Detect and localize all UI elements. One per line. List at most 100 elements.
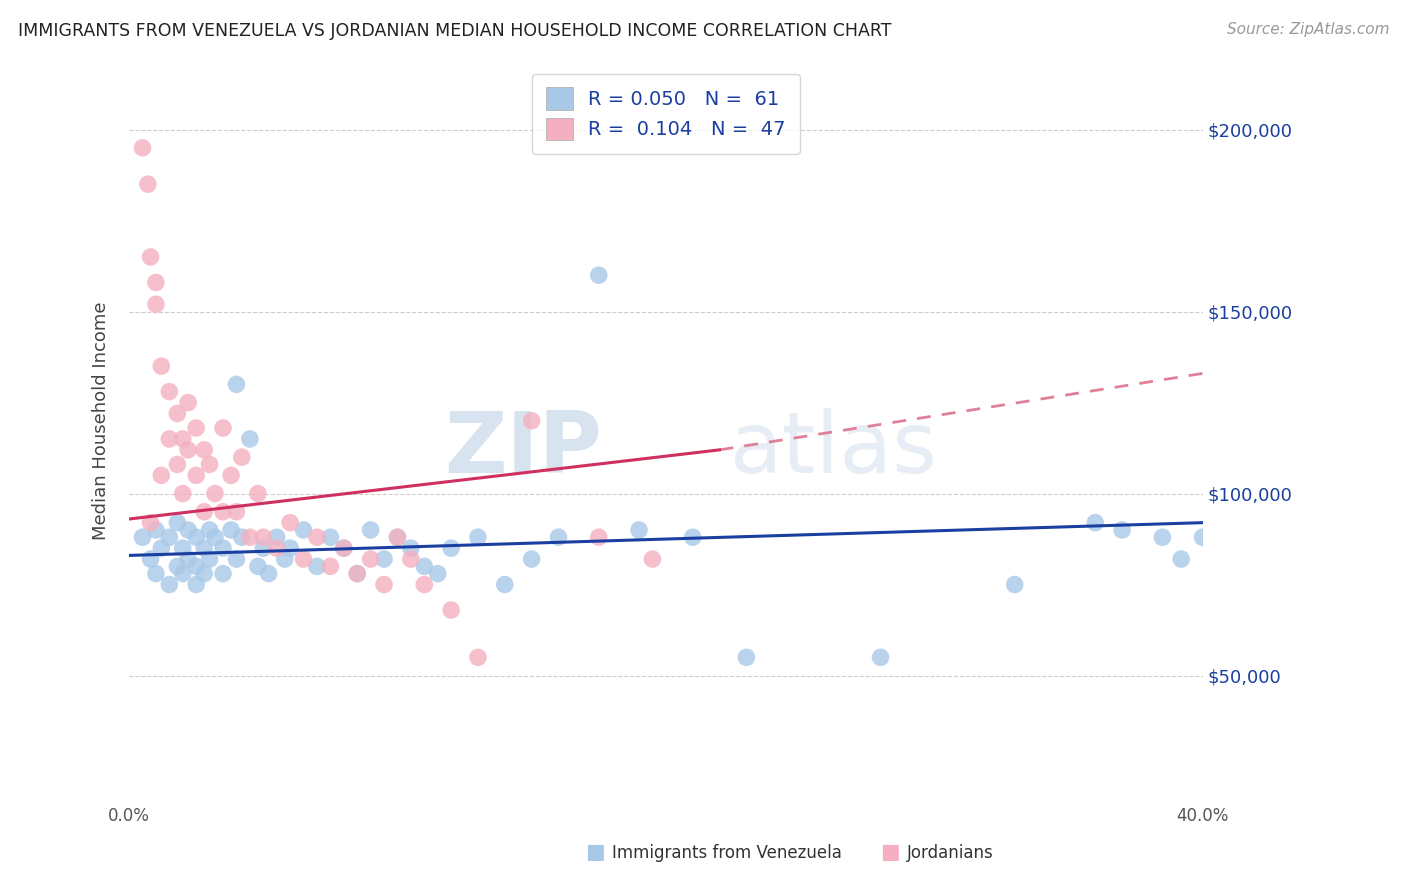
Point (239, 530, 262, 544)
Text: Immigrants from Venezuela: Immigrants from Venezuela (612, 844, 841, 862)
Point (246, 486, 269, 500)
Point (157, 577, 180, 591)
Point (225, 377, 247, 392)
Point (177, 442, 200, 457)
Point (204, 486, 226, 500)
Point (212, 505, 235, 519)
Point (1152, 530, 1174, 544)
Point (145, 297, 167, 311)
Point (266, 530, 288, 544)
Point (193, 442, 215, 457)
Text: ■: ■ (880, 842, 900, 862)
Point (177, 552, 200, 566)
Point (177, 395, 200, 409)
Point (373, 577, 395, 591)
Point (641, 552, 664, 566)
Point (212, 541, 235, 556)
Point (467, 650, 489, 665)
Point (139, 250, 162, 264)
Text: atlas: atlas (730, 408, 938, 491)
Point (682, 530, 704, 544)
Point (204, 530, 226, 544)
Point (166, 458, 188, 472)
Point (150, 359, 173, 373)
Text: Jordanians: Jordanians (907, 844, 994, 862)
Point (172, 486, 194, 500)
Point (166, 559, 188, 574)
Point (413, 577, 436, 591)
Point (239, 432, 262, 446)
Point (193, 541, 215, 556)
Point (198, 552, 221, 566)
Point (319, 530, 342, 544)
Point (231, 530, 253, 544)
Point (252, 530, 274, 544)
Point (246, 559, 269, 574)
Point (869, 650, 891, 665)
Point (319, 559, 342, 574)
Point (520, 414, 543, 428)
Point (186, 421, 208, 435)
Point (1084, 516, 1107, 530)
Point (440, 603, 463, 617)
Point (360, 523, 382, 537)
Point (172, 566, 194, 581)
Point (520, 552, 543, 566)
Point (413, 559, 436, 574)
Point (145, 566, 167, 581)
Point (494, 577, 516, 591)
Point (166, 407, 188, 421)
Point (212, 421, 235, 435)
Point (1111, 523, 1133, 537)
Text: IMMIGRANTS FROM VENEZUELA VS JORDANIAN MEDIAN HOUSEHOLD INCOME CORRELATION CHART: IMMIGRANTS FROM VENEZUELA VS JORDANIAN M… (18, 22, 891, 40)
Point (186, 530, 208, 544)
Point (136, 177, 159, 191)
Point (157, 432, 180, 446)
Text: 0.0%: 0.0% (108, 806, 150, 824)
Point (292, 552, 315, 566)
Point (426, 566, 449, 581)
Point (387, 530, 409, 544)
Point (157, 384, 180, 399)
Point (231, 450, 253, 465)
Text: ZIP: ZIP (444, 408, 602, 491)
Point (193, 566, 215, 581)
Text: ■: ■ (585, 842, 605, 862)
Point (373, 552, 395, 566)
Point (333, 541, 356, 556)
Legend: R = 0.050   N =  61, R =  0.104   N =  47: R = 0.050 N = 61, R = 0.104 N = 47 (531, 74, 800, 153)
Point (150, 468, 173, 483)
Point (305, 559, 328, 574)
Point (278, 516, 301, 530)
Point (278, 541, 301, 556)
Point (219, 468, 242, 483)
Point (150, 541, 173, 556)
Point (547, 530, 569, 544)
Point (193, 505, 215, 519)
Point (346, 566, 368, 581)
Point (467, 530, 489, 544)
Point (172, 541, 194, 556)
Point (139, 516, 162, 530)
Point (186, 468, 208, 483)
Point (252, 541, 274, 556)
Point (145, 523, 167, 537)
Point (1004, 577, 1026, 591)
Point (735, 650, 758, 665)
Point (399, 552, 422, 566)
Point (157, 530, 180, 544)
Point (186, 559, 208, 574)
Point (360, 552, 382, 566)
Point (212, 566, 235, 581)
Point (186, 577, 208, 591)
Point (588, 530, 610, 544)
Point (266, 541, 288, 556)
Point (440, 541, 463, 556)
Point (172, 432, 194, 446)
Point (198, 523, 221, 537)
Point (274, 552, 297, 566)
Point (145, 276, 167, 290)
Point (225, 505, 247, 519)
Y-axis label: Median Household Income: Median Household Income (93, 301, 110, 540)
Point (387, 530, 409, 544)
